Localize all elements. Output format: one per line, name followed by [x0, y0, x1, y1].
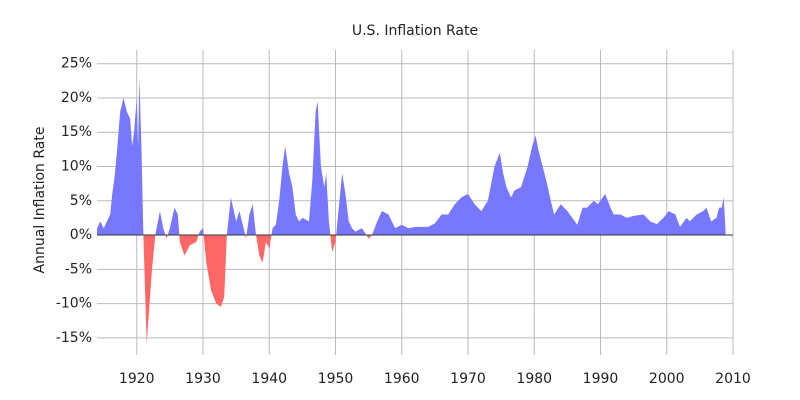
x-tick-label: 1960: [384, 371, 420, 387]
chart-title: U.S. Inflation Rate: [352, 23, 478, 39]
area-positive: [97, 77, 726, 236]
y-tick-label: 0%: [70, 227, 92, 243]
x-tick-label: 1950: [318, 371, 354, 387]
y-tick-label: -10%: [56, 296, 92, 312]
x-tick-label: 1990: [583, 371, 619, 387]
y-tick-label: 5%: [70, 193, 92, 209]
y-tick-label: -5%: [65, 261, 92, 277]
x-tick-label: 1920: [119, 371, 155, 387]
y-tick-label: 25%: [61, 56, 92, 72]
x-tick-label: 2000: [649, 371, 685, 387]
y-tick-label: 10%: [61, 159, 92, 175]
x-tick-label: 1930: [185, 371, 221, 387]
x-tick-label: 2010: [715, 371, 751, 387]
y-tick-label: -15%: [56, 330, 92, 346]
y-tick-label: 20%: [61, 90, 92, 106]
x-tick-label: 1940: [251, 371, 287, 387]
x-tick-label: 1970: [450, 371, 486, 387]
y-tick-label: 15%: [61, 124, 92, 140]
x-tick-label: 1980: [516, 371, 552, 387]
y-axis-label: Annual Inflation Rate: [32, 127, 48, 274]
